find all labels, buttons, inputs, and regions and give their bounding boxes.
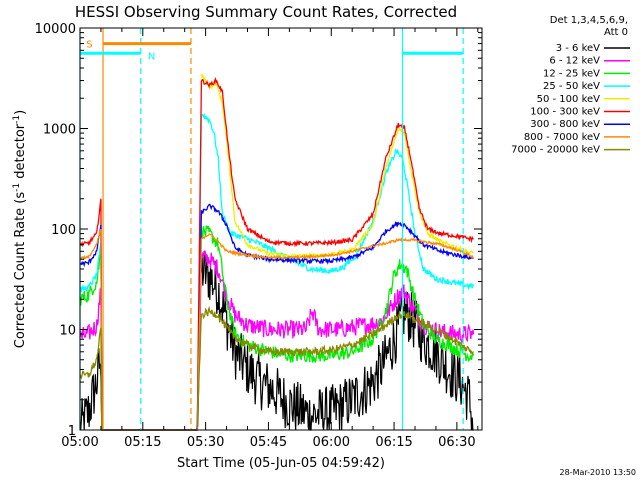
y-tick-label-0: 1 (68, 424, 76, 439)
x-tick-label-4: 06:00 (313, 435, 350, 450)
legend-label-3: 25 - 50 keV (543, 81, 600, 92)
legend-label-7: 800 - 7000 keV (524, 132, 600, 143)
y-tick-label-4: 10000 (35, 22, 76, 37)
series-layer (79, 73, 475, 431)
y-tick-label-3: 1000 (43, 123, 76, 138)
y-tick-label-2: 100 (51, 223, 76, 238)
x-tick-label-1: 05:15 (124, 435, 161, 450)
flag-label-0: S (86, 40, 92, 51)
x-tick-label-2: 05:30 (187, 435, 224, 450)
y-axis-label: Corrected Count Rate (s-1 detector-1) (12, 110, 28, 348)
series-line-0 (79, 251, 474, 431)
legend-label-6: 300 - 800 keV (530, 119, 600, 130)
x-tick-label-0: 05:00 (61, 435, 98, 450)
ticks-layer: 05:00 05:15 05:30 05:45 06:00 06:15 06:30 1 10 10… (35, 22, 482, 450)
legend-label-2: 12 - 25 keV (543, 68, 600, 79)
x-tick-label-5: 06:15 (375, 435, 412, 450)
events-layer: SN (79, 28, 464, 430)
x-tick-label-3: 05:45 (250, 435, 287, 450)
legend-header-1: Att 0 (604, 27, 628, 38)
legend-label-8: 7000 - 20000 keV (511, 145, 600, 156)
legend-label-4: 50 - 100 keV (537, 94, 601, 105)
y-tick-label-1: 10 (59, 324, 76, 339)
chart-title: HESSI Observing Summary Count Rates, Cor… (75, 3, 457, 21)
x-tick-label-6: 06:30 (438, 435, 475, 450)
legend-header-0: Det 1,3,4,5,6,9, (550, 15, 628, 26)
legend-label-1: 6 - 12 keV (549, 56, 600, 67)
legend-label-0: 3 - 6 keV (556, 43, 600, 54)
legend: Det 1,3,4,5,6,9,Att 0 3 - 6 keV 6 - 12 keV… (511, 15, 630, 156)
timestamp: 28-Mar-2010 13:50 (560, 468, 637, 477)
legend-label-5: 100 - 300 keV (530, 107, 600, 118)
flag-label-1: N (148, 52, 155, 63)
x-axis-label: Start Time (05-Jun-05 04:59:42) (177, 456, 385, 471)
